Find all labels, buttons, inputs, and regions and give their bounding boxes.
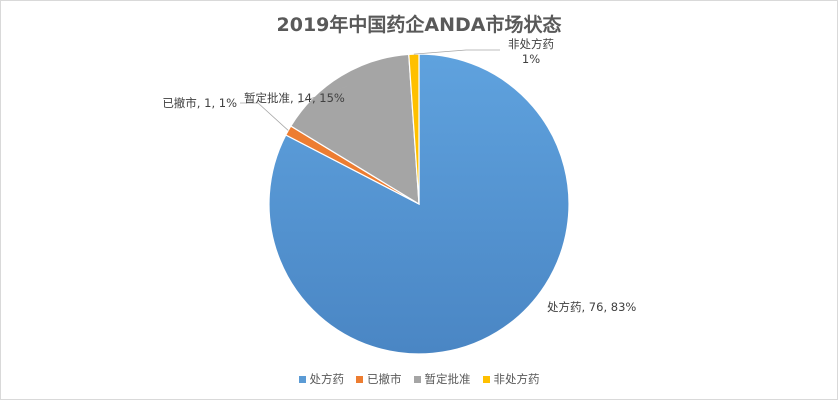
pie-slice <box>268 53 570 355</box>
data-label: 暂定批准, 14, 15% <box>244 91 345 105</box>
leader-line <box>413 49 500 55</box>
legend-label: 非处方药 <box>493 372 540 386</box>
legend-label: 处方药 <box>309 372 345 386</box>
legend-item: 非处方药 <box>482 371 540 387</box>
data-label: 1% <box>522 52 540 66</box>
legend-swatch <box>298 375 306 383</box>
legend-item: 处方药 <box>298 371 345 387</box>
leader-line <box>240 102 289 131</box>
legend-label: 已撤市 <box>367 372 402 386</box>
legend-swatch <box>356 375 363 383</box>
chart-title: 2019年中国药企ANDA市场状态 <box>276 14 562 36</box>
data-label: 非处方药 <box>508 37 554 51</box>
legend-swatch <box>413 375 421 383</box>
data-label: 处方药, 76, 83% <box>547 300 636 314</box>
legend-item: 暂定批准 <box>413 371 471 387</box>
legend-swatch <box>482 375 490 383</box>
leader-line <box>297 85 348 104</box>
legend-label: 暂定批准 <box>424 372 471 386</box>
pie-slice <box>290 53 420 206</box>
legend: 处方药 已撤市 暂定批准 非处方药 <box>0 371 838 387</box>
legend-item: 已撤市 <box>356 371 402 387</box>
data-label: 已撤市, 1, 1% <box>162 96 237 110</box>
